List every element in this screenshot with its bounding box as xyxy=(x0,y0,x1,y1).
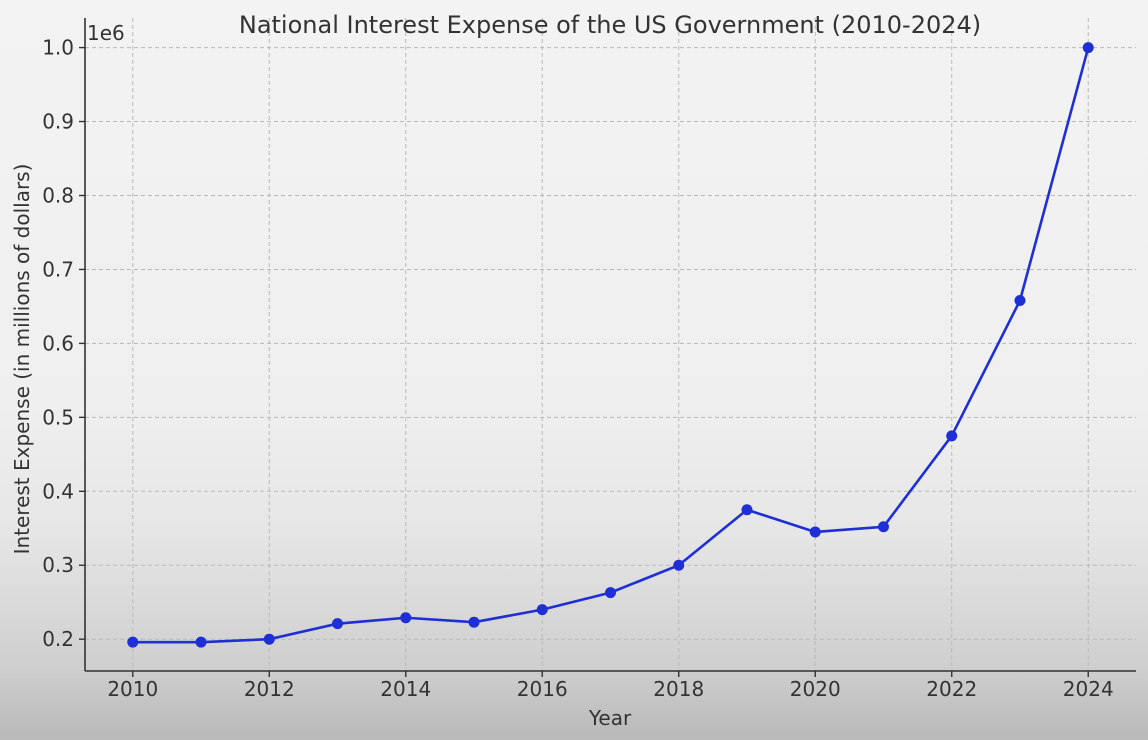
x-tick-label: 2012 xyxy=(244,677,295,701)
y-tick-label: 0.8 xyxy=(42,183,74,207)
data-point xyxy=(332,618,344,630)
y-tick-label: 0.9 xyxy=(42,110,74,134)
data-point xyxy=(536,604,548,616)
x-tick-label: 2010 xyxy=(107,677,158,701)
data-point xyxy=(1082,42,1094,54)
x-tick-label: 2016 xyxy=(517,677,568,701)
y-tick-label: 0.2 xyxy=(42,627,74,651)
y-tick-label: 1.0 xyxy=(42,36,74,60)
data-point xyxy=(400,612,412,624)
grid xyxy=(85,18,1136,671)
y-tick-label: 0.3 xyxy=(42,553,74,577)
x-tick-label: 2020 xyxy=(790,677,841,701)
x-axis-label: Year xyxy=(588,706,632,730)
series-line xyxy=(131,46,1090,644)
x-tick-label: 2022 xyxy=(926,677,977,701)
data-point xyxy=(605,587,616,599)
chart-title: National Interest Expense of the US Gove… xyxy=(239,11,981,39)
data-point xyxy=(1014,294,1026,306)
chart-labels: National Interest Expense of the US Gove… xyxy=(10,11,981,730)
y-axis-label: Interest Expense (in millions of dollars… xyxy=(10,164,34,555)
data-point xyxy=(809,526,821,538)
y-tick-label: 0.6 xyxy=(42,331,74,355)
tick-labels: 2010 2012 2014 2016 2018 2020 2022 2024 0.2 0.3 0.… xyxy=(42,36,1113,701)
data-point xyxy=(263,633,275,645)
y-tick-label: 0.4 xyxy=(42,479,74,503)
data-point xyxy=(946,430,958,442)
y-axis-scale-label: 1e6 xyxy=(87,21,125,45)
x-tick-label: 2018 xyxy=(653,677,704,701)
y-tick-label: 0.5 xyxy=(42,405,74,429)
data-point xyxy=(468,616,480,628)
axes xyxy=(84,18,1136,672)
x-tick-label: 2024 xyxy=(1063,677,1114,701)
data-point xyxy=(127,636,139,648)
data-point xyxy=(673,559,685,571)
data-series xyxy=(127,42,1094,648)
data-point xyxy=(195,636,207,648)
y-tick-label: 0.7 xyxy=(42,257,74,281)
data-point xyxy=(741,504,753,516)
data-point xyxy=(877,521,889,533)
x-tick-label: 2014 xyxy=(380,677,431,701)
